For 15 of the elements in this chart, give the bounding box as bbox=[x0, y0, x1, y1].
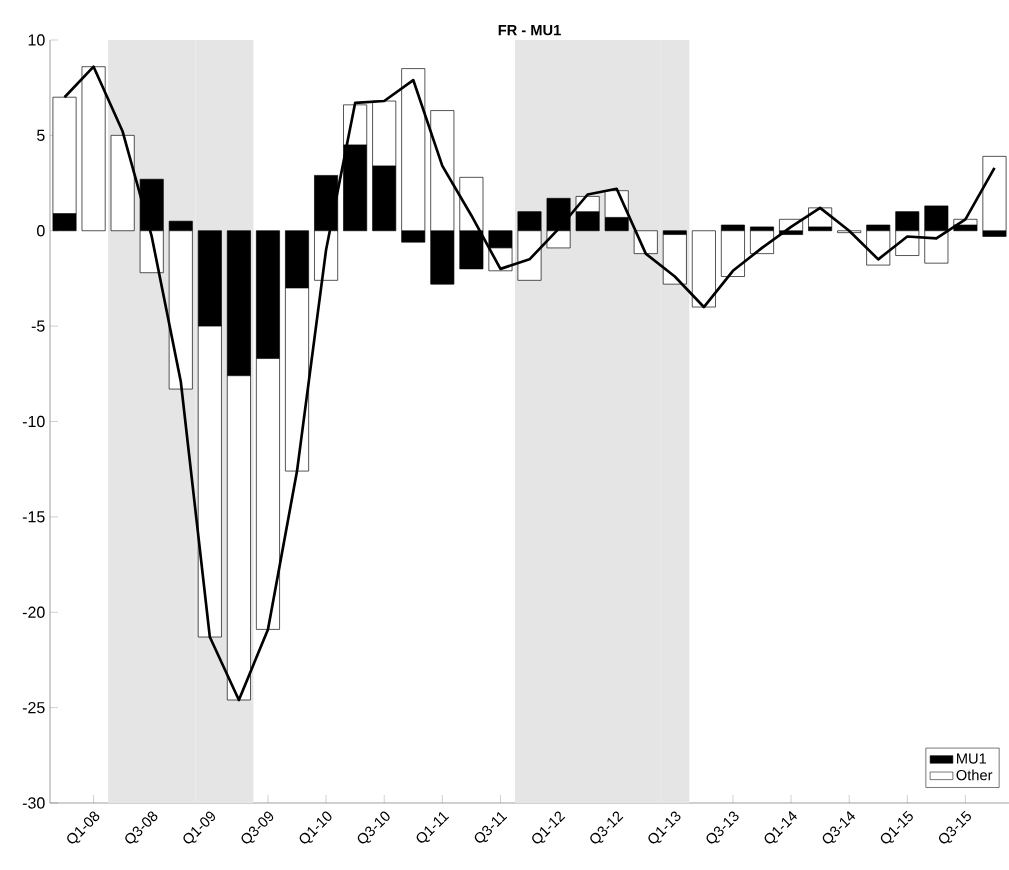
legend-label: MU1 bbox=[957, 753, 987, 764]
bar bbox=[110, 135, 135, 232]
bar bbox=[691, 230, 716, 308]
legend-label: Other bbox=[956, 769, 993, 781]
y-tick-label: -5 bbox=[31, 320, 45, 332]
y-tick-label: 0 bbox=[37, 225, 45, 237]
chart-title: FR - MU1 bbox=[498, 25, 561, 36]
y-tick-label: -25 bbox=[22, 701, 45, 714]
y-tick-label: -10 bbox=[22, 415, 45, 428]
y-tick-label: -15 bbox=[22, 511, 45, 523]
bar bbox=[662, 234, 687, 285]
y-tick-label: 5 bbox=[37, 129, 45, 141]
y-tick-label: -30 bbox=[22, 797, 45, 809]
y-tick-label: -20 bbox=[22, 606, 45, 618]
y-tick-label: 10 bbox=[28, 34, 45, 46]
